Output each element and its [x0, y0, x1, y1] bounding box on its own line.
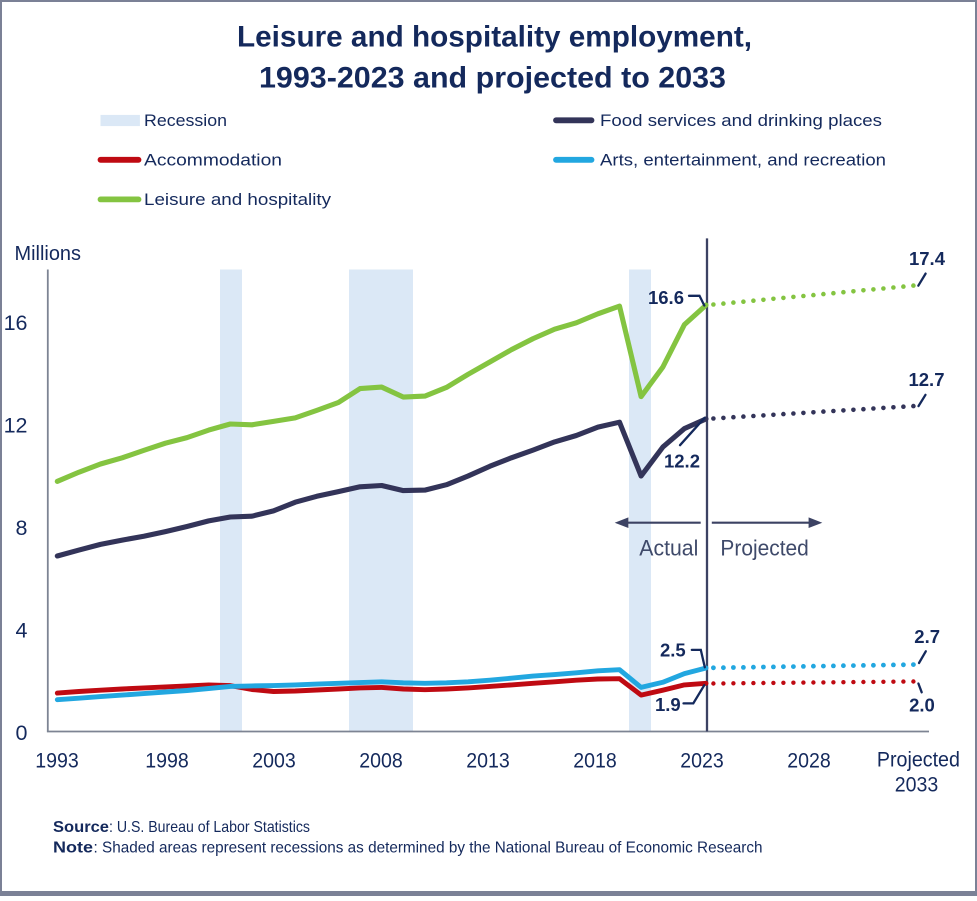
svg-text:12.7: 12.7 — [908, 369, 944, 390]
svg-text:Accommodation: Accommodation — [144, 152, 282, 170]
svg-text:Projected: Projected — [720, 535, 808, 560]
svg-text:Actual: Actual — [639, 535, 698, 560]
svg-text:Note: Note — [53, 840, 93, 857]
svg-text:2.0: 2.0 — [909, 695, 935, 716]
svg-text:12.2: 12.2 — [664, 451, 700, 472]
svg-text:1993: 1993 — [35, 750, 79, 773]
svg-text:2008: 2008 — [359, 750, 403, 773]
svg-text:4: 4 — [16, 619, 28, 643]
svg-text:: Shaded areas represent reces: : Shaded areas represent recessions as d… — [94, 840, 763, 857]
svg-text:0: 0 — [16, 721, 28, 745]
svg-text:2018: 2018 — [573, 750, 617, 773]
svg-text:Projected: Projected — [877, 749, 960, 772]
svg-text:16: 16 — [4, 311, 28, 335]
svg-text:2023: 2023 — [680, 750, 724, 773]
svg-text:: U.S. Bureau of Labor Statist: : U.S. Bureau of Labor Statistics — [109, 819, 310, 836]
svg-text:2.5: 2.5 — [660, 640, 686, 661]
svg-text:17.4: 17.4 — [909, 248, 946, 269]
svg-text:2028: 2028 — [787, 750, 831, 773]
svg-text:2003: 2003 — [252, 750, 296, 773]
svg-text:2013: 2013 — [466, 750, 510, 773]
svg-text:1.9: 1.9 — [655, 694, 681, 715]
svg-text:8: 8 — [16, 516, 28, 540]
svg-text:16.6: 16.6 — [648, 287, 684, 308]
svg-text:Food services and drinking pla: Food services and drinking places — [600, 112, 882, 130]
svg-text:Arts, entertainment, and recre: Arts, entertainment, and recreation — [600, 152, 886, 170]
svg-text:Leisure and hospitality employ: Leisure and hospitality employment, — [237, 21, 752, 54]
svg-text:12: 12 — [4, 414, 28, 438]
svg-text:Recession: Recession — [144, 112, 227, 130]
svg-text:2033: 2033 — [895, 774, 939, 797]
svg-text:Source: Source — [53, 819, 109, 836]
svg-text:2.7: 2.7 — [914, 626, 940, 647]
svg-text:Millions: Millions — [15, 243, 82, 265]
svg-text:Leisure and hospitality: Leisure and hospitality — [144, 191, 332, 209]
svg-text:1993-2023 and projected to 203: 1993-2023 and projected to 2033 — [259, 61, 726, 94]
svg-text:1998: 1998 — [145, 750, 189, 773]
